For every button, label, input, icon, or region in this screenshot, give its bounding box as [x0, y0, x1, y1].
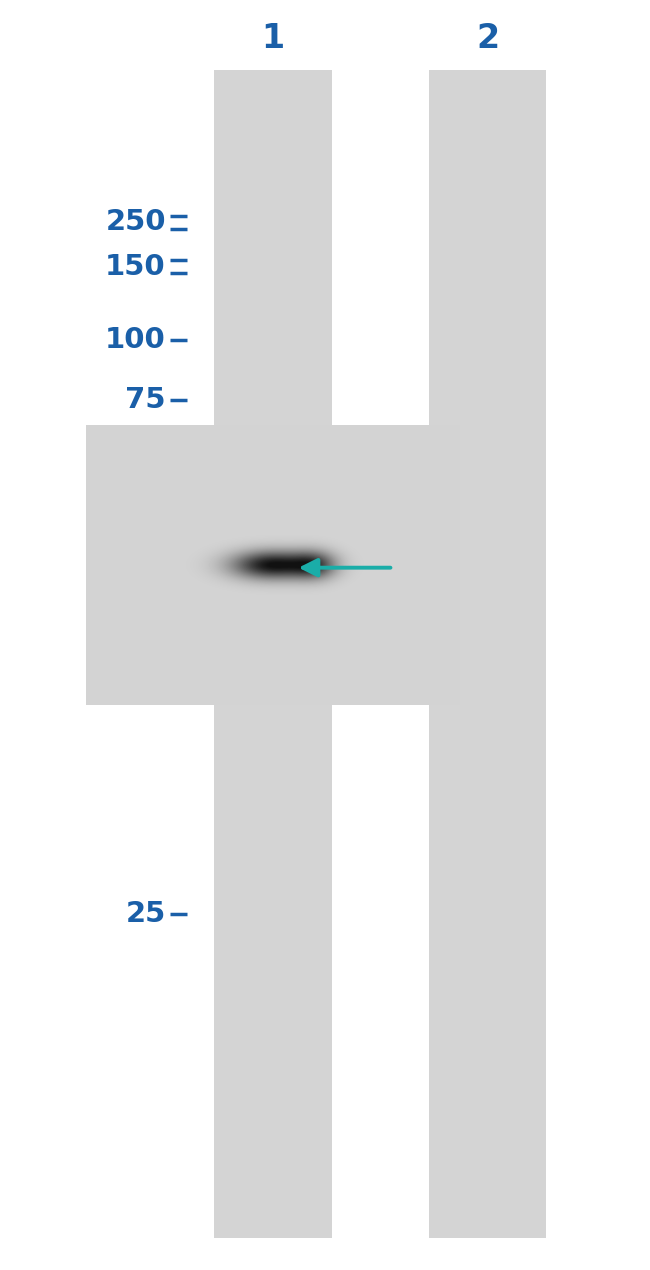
Text: 100: 100 — [105, 326, 166, 354]
Bar — [429, 70, 546, 1238]
Text: 50: 50 — [125, 538, 166, 566]
Text: 250: 250 — [105, 208, 166, 236]
Text: 25: 25 — [125, 900, 166, 928]
Bar — [214, 70, 332, 1238]
Text: 150: 150 — [105, 253, 166, 281]
Text: 1: 1 — [261, 22, 285, 55]
Text: 75: 75 — [125, 386, 166, 414]
Text: 2: 2 — [476, 22, 499, 55]
Text: 37: 37 — [125, 665, 166, 693]
